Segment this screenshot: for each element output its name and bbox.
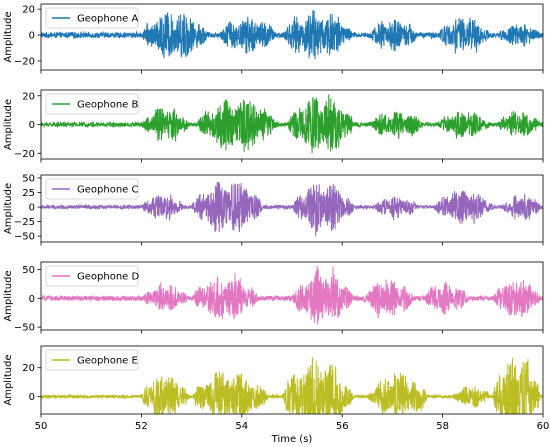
- panel-frame: [40, 174, 544, 243]
- y-axis-label: Amplitude: [3, 11, 14, 62]
- legend-box: [45, 7, 139, 29]
- legend: Geophone E: [45, 349, 139, 371]
- series-line: [41, 10, 543, 60]
- panel-frame: [40, 3, 544, 71]
- legend-box: [45, 93, 139, 115]
- y-tick-label: 20: [22, 5, 35, 16]
- x-tick-label: 52: [135, 421, 148, 432]
- y-tick-label: 0: [29, 392, 35, 403]
- y-tick-label: −50: [14, 323, 35, 334]
- panel-frame: [40, 261, 544, 331]
- legend: Geophone D: [45, 265, 139, 287]
- y-tick-label: 20: [22, 91, 35, 102]
- series-line: [41, 357, 543, 414]
- y-tick-label: 50: [22, 173, 35, 184]
- series-line: [41, 265, 543, 325]
- y-tick-label: −25: [14, 217, 35, 228]
- x-tick-label: 60: [537, 421, 550, 432]
- legend-box: [45, 349, 139, 371]
- y-tick-label: −20: [14, 56, 35, 67]
- legend: Geophone B: [45, 93, 139, 115]
- panel-frame: [40, 345, 544, 415]
- legend-box: [45, 178, 139, 200]
- y-axis-label: Amplitude: [3, 270, 14, 321]
- legend-label: Geophone A: [77, 14, 138, 25]
- y-tick-label: −50: [14, 232, 35, 243]
- shared-x-axis: 50 52 54 56 58 60: [35, 421, 550, 432]
- y-tick-label: 0: [29, 31, 35, 42]
- x-tick-label: 50: [35, 421, 48, 432]
- y-tick-label: −20: [14, 149, 35, 160]
- series-line: [41, 94, 543, 154]
- y-tick-label: 50: [22, 265, 35, 276]
- legend-label: Geophone D: [77, 272, 139, 283]
- legend: Geophone C: [45, 178, 139, 200]
- panel-5: 20 0 Amplitude Geophone E: [3, 345, 544, 418]
- legend-label: Geophone E: [77, 356, 138, 367]
- legend-box: [45, 265, 139, 287]
- series-line: [41, 182, 543, 237]
- x-axis-label: Time (s): [271, 434, 313, 445]
- y-axis-label: Amplitude: [3, 183, 14, 234]
- y-tick-label: 25: [22, 188, 35, 199]
- legend-label: Geophone B: [77, 100, 138, 111]
- y-tick-label: 0: [29, 294, 35, 305]
- x-tick-label: 56: [336, 421, 349, 432]
- legend: Geophone A: [45, 7, 139, 29]
- x-tick-label: 58: [436, 421, 449, 432]
- legend-label: Geophone C: [77, 185, 138, 196]
- x-tick-label: 54: [235, 421, 248, 432]
- y-axis-label: Amplitude: [3, 99, 14, 150]
- y-tick-label: 20: [22, 363, 35, 374]
- y-tick-label: 0: [29, 120, 35, 131]
- y-tick-label: 0: [29, 203, 35, 214]
- y-axis-label: Amplitude: [3, 354, 14, 405]
